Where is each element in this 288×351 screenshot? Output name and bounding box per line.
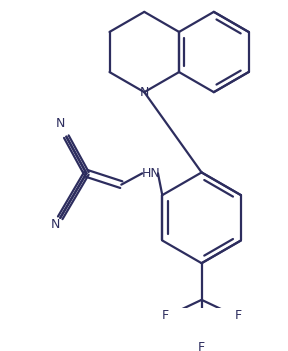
Text: N: N [50,218,60,231]
Text: F: F [161,309,168,322]
Text: F: F [198,341,205,351]
Text: F: F [235,309,242,322]
Text: HN: HN [142,167,160,180]
Text: N: N [140,86,149,99]
Text: N: N [56,117,65,130]
